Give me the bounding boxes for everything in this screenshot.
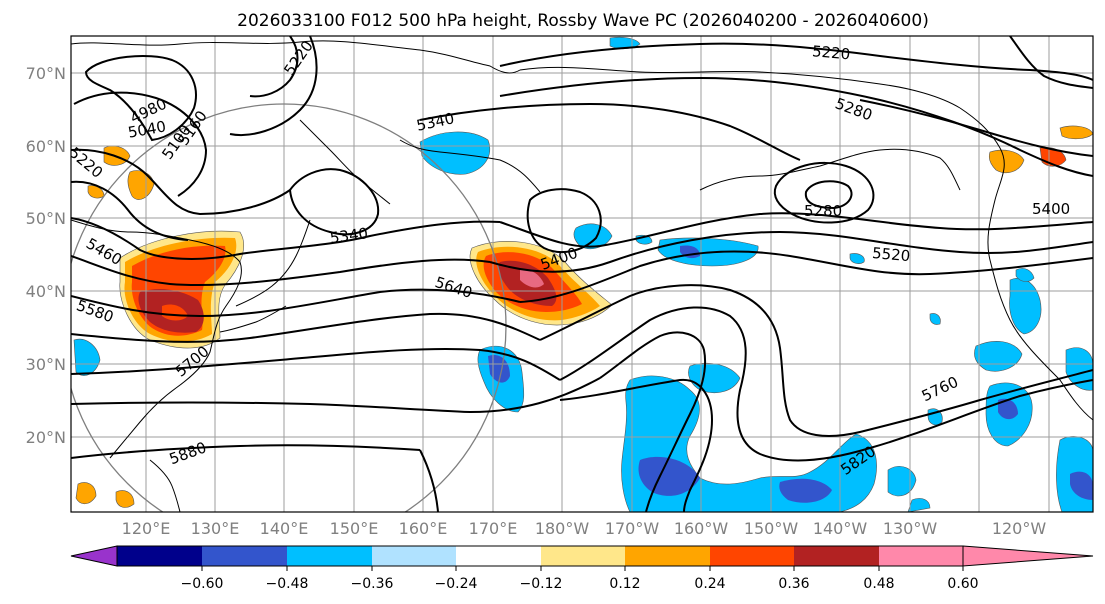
colorbar-low-extension	[70, 545, 118, 567]
colorbar-tick-label: −0.24	[435, 576, 478, 592]
colorbar-tick-label: 0.60	[947, 576, 978, 592]
lon-tick-label: 160°E	[399, 519, 448, 538]
lon-tick-label: 150°E	[330, 519, 379, 538]
lon-tick-label: 120°W	[992, 519, 1047, 538]
lat-tick-label: 40°N	[26, 282, 66, 301]
colorbar-segment	[117, 546, 202, 566]
colorbar-segment	[625, 546, 710, 566]
contour-label: 5220	[811, 42, 851, 63]
lon-tick-label: 150°W	[744, 519, 799, 538]
lon-tick-label: 170°W	[605, 519, 660, 538]
contour-label: 5400	[1032, 200, 1070, 218]
contour-label: 5520	[871, 244, 911, 265]
lat-tick-label: 30°N	[26, 355, 66, 374]
colorbar-ticks: −0.60 −0.48 −0.36 −0.24 −0.12 0.12 0.24 …	[181, 566, 979, 592]
lat-tick-label: 20°N	[26, 428, 66, 447]
colorbar-tick-label: −0.12	[520, 576, 563, 592]
colorbar-segment	[710, 546, 794, 566]
colorbar-segment	[541, 546, 625, 566]
coastlines	[71, 40, 1093, 512]
colorbar-segment	[879, 546, 963, 566]
height-contours	[71, 36, 1093, 512]
colorbar-segment	[794, 546, 879, 566]
colorbar-tick-label: −0.36	[351, 576, 394, 592]
colorbar-segment	[202, 546, 287, 566]
lon-tick-label: 130°E	[191, 519, 240, 538]
colorbar-tick-label: −0.48	[266, 576, 309, 592]
lat-tick-label: 60°N	[26, 137, 66, 156]
colorbar-segment	[456, 546, 541, 566]
latitude-axis: 70°N 60°N 50°N 40°N 30°N 20°N	[26, 64, 66, 447]
colorbar-tick-label: 0.12	[609, 576, 640, 592]
lat-lon-grid	[71, 36, 1093, 512]
map-frame	[70, 35, 1094, 513]
lat-tick-label: 50°N	[26, 209, 66, 228]
lon-tick-label: 180°W	[535, 519, 590, 538]
map-layers: 4980 5040 5100 5160 5220 5220 5220 5280 …	[71, 36, 1093, 512]
map-title: 2026033100 F012 500 hPa height, Rossby W…	[237, 11, 929, 31]
colorbar-tick-label: −0.60	[181, 576, 224, 592]
lon-tick-label: 120°E	[122, 519, 171, 538]
colorbar-tick-label: 0.48	[863, 576, 894, 592]
contour-label: 5340	[329, 224, 369, 247]
colorbar-tick-label: 0.36	[778, 576, 809, 592]
lat-tick-label: 70°N	[26, 64, 66, 83]
longitude-axis: 120°E 130°E 140°E 150°E 160°E 170°E 180°…	[122, 519, 1047, 538]
colorbar-segment	[372, 546, 456, 566]
lon-tick-label: 170°E	[469, 519, 518, 538]
colorbar-tick-label: 0.24	[694, 576, 725, 592]
colorbar-segment	[287, 546, 372, 566]
lon-tick-label: 140°W	[813, 519, 868, 538]
lon-tick-label: 140°E	[260, 519, 309, 538]
negative-anomaly-shading	[73, 36, 1093, 512]
positive-anomaly-shading	[75, 125, 1093, 508]
colorbar-high-extension	[962, 545, 1094, 567]
lon-tick-label: 160°W	[674, 519, 729, 538]
lon-tick-label: 130°W	[883, 519, 938, 538]
contour-label: 5280	[804, 202, 842, 220]
colorbar: −0.60 −0.48 −0.36 −0.24 −0.12 0.12 0.24 …	[70, 545, 1094, 592]
